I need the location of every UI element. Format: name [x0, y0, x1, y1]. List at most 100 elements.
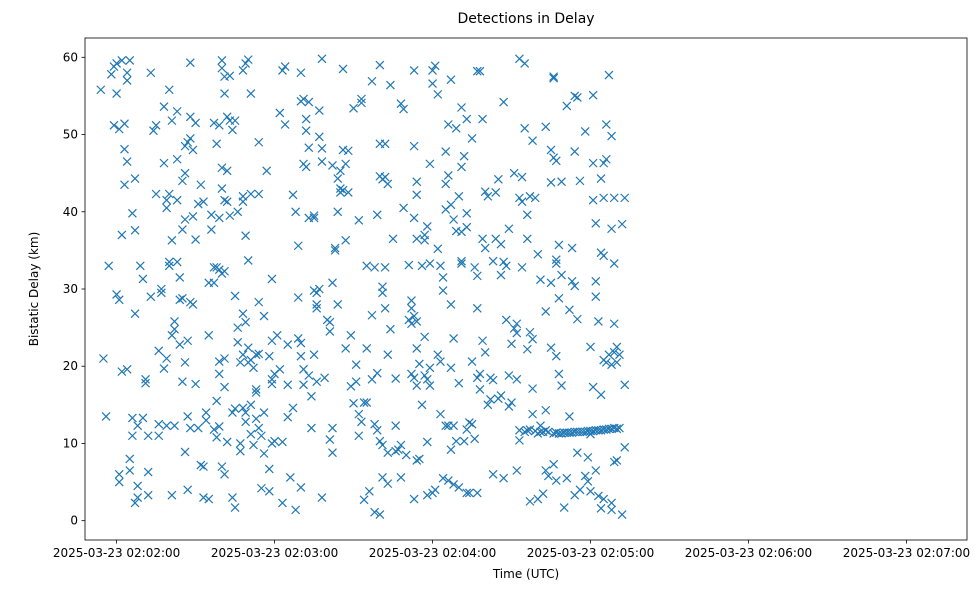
detection-point — [596, 503, 606, 513]
detection-point — [559, 503, 569, 512]
detection-point — [317, 493, 327, 502]
detection-point — [130, 174, 140, 183]
detection-point — [615, 423, 624, 433]
detection-point — [475, 66, 485, 76]
detection-point — [488, 469, 498, 479]
detection-point — [230, 291, 240, 301]
detection-point — [588, 158, 598, 168]
detection-point — [520, 123, 530, 133]
detection-point — [570, 147, 580, 156]
detection-point — [433, 244, 443, 254]
detection-point — [528, 409, 538, 419]
y-tick-label: 10 — [63, 436, 78, 450]
detection-point — [222, 112, 232, 122]
detection-point — [164, 85, 174, 95]
detection-point — [238, 197, 248, 207]
detection-point — [301, 126, 311, 136]
detection-point — [138, 274, 148, 284]
detection-point — [209, 262, 219, 272]
detection-point — [551, 351, 561, 361]
detection-point — [380, 139, 390, 149]
detection-point — [214, 213, 224, 223]
detection-point — [543, 471, 553, 481]
detection-point — [404, 260, 414, 270]
detection-point — [312, 303, 322, 313]
detection-point — [572, 314, 582, 324]
detection-point — [441, 147, 451, 156]
detection-point — [206, 225, 216, 234]
detection-point — [170, 421, 179, 431]
detection-point — [420, 235, 430, 245]
detection-point — [457, 256, 466, 266]
detection-point — [380, 262, 390, 272]
detection-point — [407, 369, 416, 379]
detection-point — [333, 174, 343, 183]
detection-point — [375, 510, 385, 519]
detection-point — [457, 259, 466, 268]
detection-point — [127, 431, 137, 441]
detection-point — [177, 176, 187, 186]
detection-point — [275, 108, 285, 118]
detection-point — [317, 157, 327, 166]
detection-point — [472, 373, 482, 383]
y-tick-label: 40 — [63, 205, 78, 219]
detection-point — [104, 261, 114, 271]
detection-point — [459, 436, 469, 446]
detection-point — [164, 189, 174, 199]
detection-point — [620, 442, 630, 452]
detection-point — [283, 380, 293, 390]
detection-point — [430, 485, 440, 495]
detection-point — [101, 412, 111, 421]
y-tick-label: 60 — [63, 50, 78, 64]
detection-point — [154, 431, 164, 441]
detection-point — [143, 467, 153, 477]
y-tick-label: 20 — [63, 359, 78, 373]
detection-point — [438, 473, 448, 483]
detection-point — [143, 490, 153, 500]
detection-point — [454, 191, 464, 201]
detection-point — [288, 190, 298, 200]
detection-point — [209, 278, 219, 288]
detection-point — [499, 257, 509, 267]
detection-point — [457, 162, 466, 172]
detection-point — [241, 231, 251, 241]
detection-point — [241, 408, 251, 417]
detection-point — [443, 171, 453, 180]
detection-point — [499, 473, 509, 483]
detection-point — [430, 61, 440, 71]
detection-point — [180, 447, 190, 457]
detection-point — [522, 234, 532, 244]
detection-point — [246, 89, 256, 99]
detection-point — [609, 319, 619, 329]
detection-point — [209, 425, 219, 434]
detection-point — [370, 262, 380, 272]
detection-point — [596, 390, 606, 400]
detection-point — [412, 344, 422, 353]
detection-point — [285, 473, 295, 482]
detection-markers — [96, 54, 630, 519]
detection-point — [122, 76, 132, 85]
detection-point — [567, 276, 577, 286]
detection-point — [462, 114, 472, 124]
detection-point — [164, 261, 174, 271]
detection-point — [551, 156, 561, 166]
detection-point — [127, 208, 137, 218]
detection-point — [580, 471, 590, 481]
detection-point — [154, 346, 164, 356]
detection-point — [609, 347, 619, 357]
detection-point — [557, 381, 566, 390]
detection-point — [575, 485, 585, 495]
detection-point — [259, 449, 269, 458]
detection-point — [409, 311, 419, 321]
detection-point — [146, 68, 156, 78]
detection-point — [583, 476, 593, 486]
detection-point — [251, 384, 261, 394]
detection-point — [254, 423, 264, 433]
detection-point — [407, 319, 416, 329]
detection-point — [96, 85, 106, 95]
detection-point — [309, 211, 319, 221]
detection-point — [246, 189, 256, 199]
detection-point — [607, 505, 616, 515]
detection-point — [343, 188, 353, 197]
detection-point — [159, 158, 169, 168]
